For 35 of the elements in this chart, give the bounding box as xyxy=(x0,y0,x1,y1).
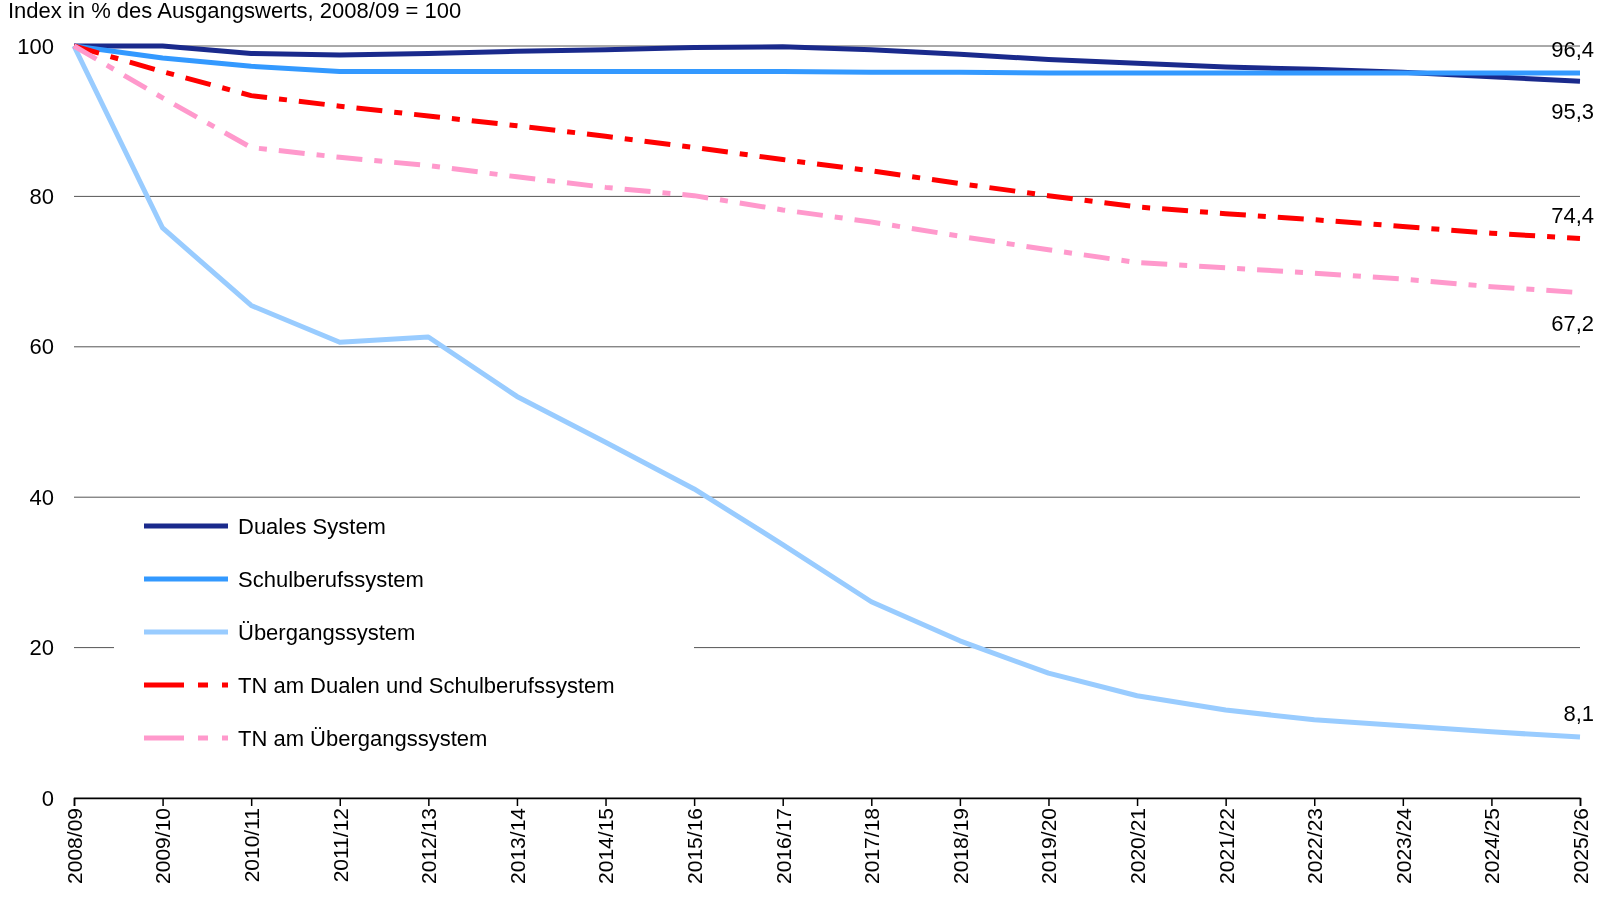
x-tick-label: 2010/11 xyxy=(240,808,264,883)
x-tick-label: 2021/22 xyxy=(1214,808,1238,884)
legend-label: TN am Übergangssystem xyxy=(238,726,488,751)
x-tick-label: 2013/14 xyxy=(505,807,529,884)
y-tick-label: 0 xyxy=(41,785,54,811)
y-tick-label: 60 xyxy=(29,334,54,360)
x-tick-label: 2008/09 xyxy=(62,808,86,884)
x-tick-label: 2019/20 xyxy=(1037,808,1061,884)
x-tick-label: 2015/16 xyxy=(682,808,706,884)
legend-label: TN am Dualen und Schulberufssystem xyxy=(238,673,615,698)
x-tick-label: 2014/15 xyxy=(594,808,618,884)
data-label: 74,4 xyxy=(1551,202,1594,228)
y-tick-label: 100 xyxy=(17,33,54,59)
x-tick-label: 2017/18 xyxy=(860,808,884,884)
x-tick-label: 2016/17 xyxy=(771,808,795,884)
x-tick-label: 2012/13 xyxy=(417,808,441,884)
data-label: 67,2 xyxy=(1551,310,1594,336)
data-label: 95,3 xyxy=(1551,99,1594,125)
y-tick-label: 20 xyxy=(29,635,54,661)
x-tick-label: 2009/10 xyxy=(151,808,175,884)
x-tick-label: 2024/25 xyxy=(1480,808,1504,884)
y-axis-title: Index in % des Ausgangswerts, 2008/09 = 100 xyxy=(8,0,462,23)
data-label: 8,1 xyxy=(1563,701,1594,727)
x-tick-label: 2020/21 xyxy=(1125,808,1149,884)
x-tick-label: 2025/26 xyxy=(1568,808,1592,884)
legend-label: Schulberufssystem xyxy=(238,567,424,592)
legend-label: Übergangssystem xyxy=(238,620,416,645)
x-tick-label: 2011/12 xyxy=(328,808,352,883)
y-tick-label: 80 xyxy=(29,183,54,209)
data-label: 96,4 xyxy=(1551,37,1594,63)
y-tick-label: 40 xyxy=(29,484,54,510)
x-tick-label: 2022/23 xyxy=(1303,808,1327,884)
x-tick-label: 2018/19 xyxy=(948,808,972,884)
x-tick-label: 2023/24 xyxy=(1391,807,1415,884)
legend-label: Duales System xyxy=(238,514,386,539)
